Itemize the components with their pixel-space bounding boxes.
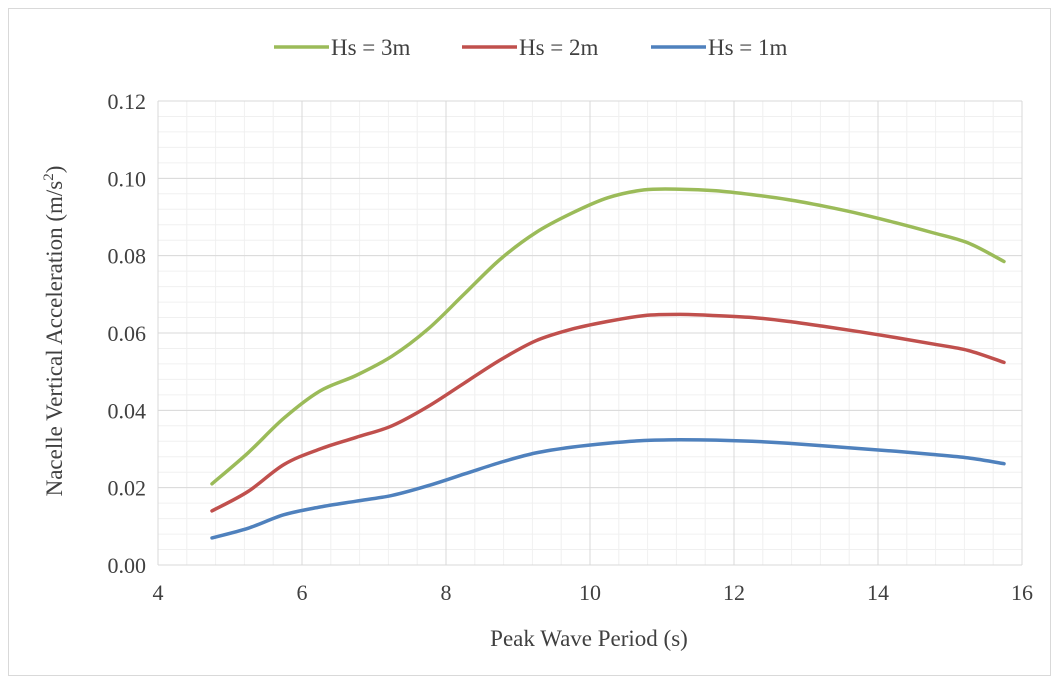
y-axis-title-main: Nacelle Vertical Acceleration (m/s	[42, 181, 67, 497]
y-axis-title-end: )	[42, 166, 67, 174]
x-tick-label: 12	[723, 580, 745, 605]
legend-label: Hs = 3m	[331, 35, 411, 60]
series-line-3	[210, 437, 1006, 540]
y-axis-ticks: 0.00 0.02 0.04 0.06 0.08 0.10 0.12	[108, 89, 147, 578]
series-line-1	[210, 187, 1006, 486]
x-tick-label: 14	[867, 580, 889, 605]
y-axis-title: Nacelle Vertical Acceleration (m/s2)	[41, 166, 67, 497]
y-axis-title-superscript: 2	[41, 173, 57, 181]
x-tick-label: 4	[153, 580, 164, 605]
y-tick-label: 0.12	[108, 89, 147, 114]
x-tick-label: 6	[297, 580, 308, 605]
legend: Hs = 3m Hs = 2m Hs = 1m	[274, 35, 788, 60]
series-line-2	[210, 312, 1006, 513]
y-tick-label: 0.02	[108, 476, 147, 501]
y-tick-label: 0.10	[108, 166, 147, 191]
major-gridlines	[157, 100, 1023, 566]
x-axis-title: Peak Wave Period (s)	[490, 626, 688, 651]
y-tick-label: 0.06	[108, 321, 147, 346]
chart-frame	[8, 8, 1051, 676]
x-axis-ticks: 4 6 8 10 12 14 16	[153, 580, 1034, 605]
y-tick-label: 0.04	[108, 398, 147, 423]
x-tick-label: 10	[579, 580, 601, 605]
legend-label: Hs = 2m	[519, 35, 599, 60]
series-lines	[210, 187, 1006, 540]
y-tick-label: 0.08	[108, 244, 147, 269]
legend-label: Hs = 1m	[708, 35, 788, 60]
x-tick-label: 16	[1011, 580, 1033, 605]
x-tick-label: 8	[441, 580, 452, 605]
y-tick-label: 0.00	[108, 553, 147, 578]
